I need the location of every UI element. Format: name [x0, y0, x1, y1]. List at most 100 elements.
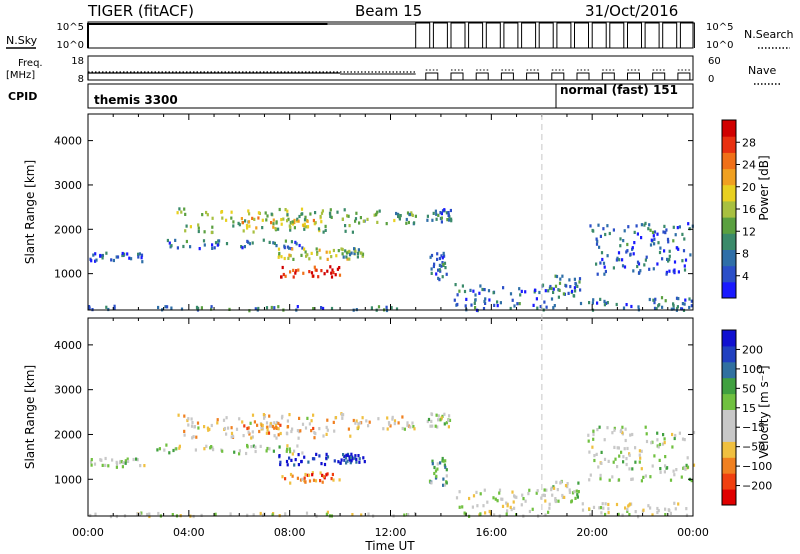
echo-cell — [447, 211, 450, 215]
echo-cell — [603, 457, 607, 461]
echo-cell — [597, 465, 600, 469]
echo-cell — [111, 458, 114, 462]
echo-cell — [664, 464, 667, 468]
echo-cell — [277, 421, 280, 426]
echo-cell — [406, 421, 409, 425]
echo-cell — [307, 473, 311, 477]
echo-cell — [278, 251, 281, 256]
echo-cell — [616, 446, 619, 450]
echo-cell — [245, 451, 248, 456]
echo-cell — [656, 510, 659, 515]
echo-cell — [475, 490, 478, 494]
echo-cell — [600, 511, 603, 515]
echo-cell — [166, 238, 169, 243]
echo-cell — [627, 504, 630, 508]
echo-cell — [286, 245, 289, 249]
echo-cell — [235, 427, 239, 431]
echo-cell — [682, 249, 686, 253]
echo-cell — [577, 481, 580, 485]
colorbar-tick-label: 100 — [742, 363, 763, 376]
echo-cell — [228, 307, 231, 311]
echo-cell — [599, 234, 602, 238]
echo-cell — [355, 211, 358, 215]
echo-cell — [407, 513, 410, 517]
echo-cell — [291, 474, 294, 478]
echo-cell — [104, 463, 107, 467]
echo-cell — [272, 218, 275, 222]
echo-cell — [657, 445, 660, 449]
echo-cell — [370, 306, 373, 310]
echo-cell — [326, 510, 329, 514]
echo-cell — [664, 231, 667, 235]
echo-cell — [304, 225, 307, 229]
echo-cell — [297, 453, 300, 457]
echo-cell — [615, 302, 618, 307]
echo-cell — [246, 239, 249, 243]
echo-cell — [304, 215, 307, 219]
echo-cell — [527, 492, 530, 496]
echo-cell — [262, 513, 265, 517]
echo-cell — [447, 425, 450, 429]
echo-cell — [439, 461, 442, 465]
echo-cell — [615, 258, 618, 262]
echo-cell — [268, 447, 271, 451]
echo-cell — [331, 268, 334, 272]
echo-cell — [216, 418, 219, 422]
echo-cell — [121, 253, 124, 258]
echo-cell — [435, 212, 438, 216]
echo-cell — [637, 262, 641, 266]
echo-cell — [393, 218, 396, 223]
echo-cell — [312, 307, 315, 311]
echo-cell — [560, 480, 563, 484]
time-axis-label: Time UT — [364, 539, 415, 553]
echo-cell — [492, 291, 495, 295]
echo-cell — [360, 251, 363, 255]
colorbar-tick-label: 24 — [742, 159, 756, 172]
x-tick-label: 08:00 — [274, 526, 306, 539]
echo-cell — [442, 459, 445, 463]
echo-cell — [175, 447, 178, 451]
echo-cell — [388, 422, 391, 426]
echo-cell — [359, 421, 362, 425]
echo-cell — [229, 512, 232, 516]
nave-tick-bottom: 0 — [708, 74, 714, 85]
nave-tick-top: 60 — [708, 56, 721, 67]
echo-cell — [688, 305, 691, 310]
echo-cell — [558, 281, 562, 285]
echo-cell — [640, 449, 643, 453]
echo-cell — [257, 211, 260, 215]
echo-cell — [435, 413, 438, 417]
echo-cell — [607, 511, 610, 515]
echo-cell — [618, 454, 621, 458]
echo-cell — [349, 461, 352, 465]
colorbar-tick-label: 12 — [742, 225, 756, 238]
echo-cell — [137, 255, 140, 259]
echo-cell — [443, 254, 446, 258]
echo-cell — [367, 512, 370, 516]
echo-cell — [651, 230, 655, 234]
echo-cell — [545, 305, 548, 309]
y-tick-label: 1000 — [54, 268, 82, 281]
echo-cell — [649, 243, 653, 247]
echo-cell — [649, 506, 652, 510]
echo-cell — [230, 435, 233, 439]
echo-cell — [565, 284, 568, 288]
echo-cell — [604, 269, 607, 274]
echo-cell — [139, 464, 142, 468]
echo-cell — [348, 253, 352, 257]
echo-cell — [630, 477, 633, 481]
echo-cell — [601, 502, 604, 506]
echo-cell — [275, 436, 278, 440]
echo-cell — [278, 253, 281, 257]
x-tick-label: 00:00 — [677, 526, 709, 539]
echo-cell — [545, 488, 548, 492]
echo-cell — [238, 449, 241, 453]
echo-cell — [218, 239, 221, 243]
echo-cell — [642, 508, 645, 512]
echo-cell — [633, 241, 636, 245]
velocity-axes: 1000 2000 3000 4000 — [54, 318, 694, 516]
echo-cell — [601, 257, 604, 262]
echo-cell — [651, 464, 654, 468]
echo-cell — [288, 413, 291, 417]
echo-cell — [325, 425, 328, 429]
